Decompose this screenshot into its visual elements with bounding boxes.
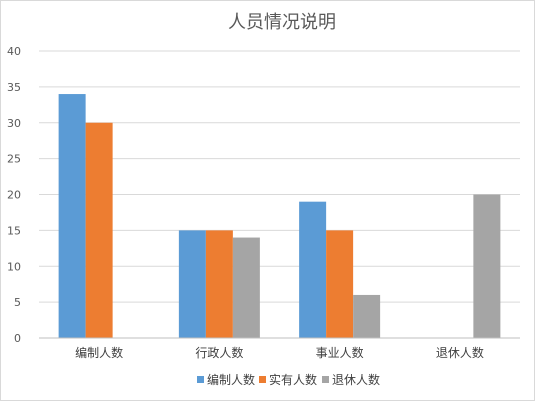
- y-tick-label: 35: [7, 81, 21, 94]
- x-category-label: 编制人数: [75, 345, 123, 360]
- chart-title: 人员情况说明: [228, 12, 336, 33]
- x-category-label: 事业人数: [316, 345, 364, 360]
- bar: [299, 201, 327, 338]
- bars: [58, 94, 501, 338]
- bar: [326, 230, 354, 338]
- y-axis-ticks: 0 5 10 15 20 25 30 35 40: [7, 45, 21, 345]
- legend: 编制人数 实有人数 退休人数: [197, 372, 380, 387]
- x-category-label: 行政人数: [195, 345, 243, 360]
- y-tick-label: 5: [14, 296, 21, 309]
- bar: [353, 294, 381, 338]
- bar: [85, 122, 113, 338]
- bar: [232, 237, 260, 338]
- legend-label: 实有人数: [269, 372, 317, 387]
- y-tick-label: 30: [7, 117, 21, 130]
- legend-swatch: [259, 376, 266, 383]
- bar: [178, 230, 206, 338]
- legend-swatch: [197, 376, 204, 383]
- y-tick-label: 10: [7, 260, 21, 273]
- y-tick-label: 25: [7, 153, 21, 166]
- gridlines: [39, 50, 520, 303]
- legend-swatch: [322, 376, 329, 383]
- x-axis-categories: 编制人数 行政人数 事业人数 退休人数: [75, 345, 484, 360]
- y-tick-label: 20: [7, 189, 21, 202]
- y-tick-label: 40: [7, 45, 21, 58]
- y-tick-label: 15: [7, 224, 21, 237]
- legend-label: 编制人数: [207, 372, 255, 387]
- bar: [205, 230, 233, 338]
- legend-label: 退休人数: [332, 372, 380, 387]
- y-tick-label: 0: [14, 332, 21, 345]
- bar: [58, 94, 86, 338]
- bar: [473, 194, 501, 338]
- x-category-label: 退休人数: [436, 345, 484, 360]
